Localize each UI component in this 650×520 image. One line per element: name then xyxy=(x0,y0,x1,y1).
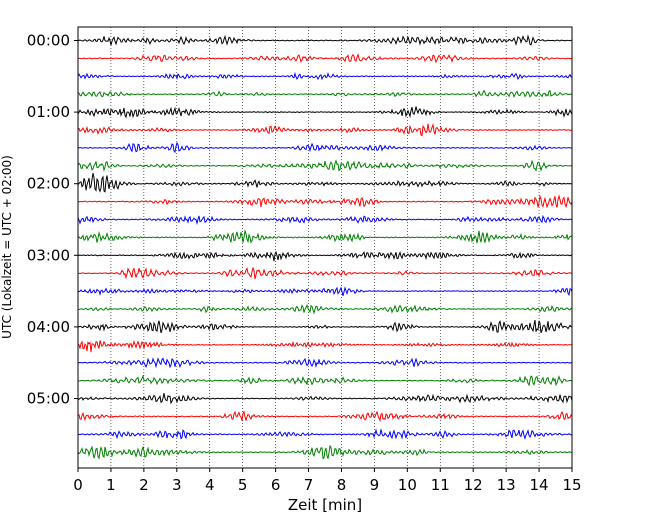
y-tick-label: 00:00 xyxy=(27,32,70,50)
y-tick-label: 03:00 xyxy=(27,246,70,264)
seismic-traces xyxy=(77,34,573,460)
seismic-trace xyxy=(77,428,573,440)
y-tick-label: 01:00 xyxy=(27,103,70,121)
seismic-trace xyxy=(77,122,573,137)
seismic-trace xyxy=(77,229,573,244)
x-tick-label: 0 xyxy=(73,476,83,494)
x-tick-label: 11 xyxy=(431,476,450,494)
seismic-trace xyxy=(77,410,573,423)
seismic-trace xyxy=(77,172,573,193)
x-tick-label: 1 xyxy=(106,476,116,494)
x-axis: 0 1 2 3 4 5 6 7 8 9 10 11 12 13 14 15 xyxy=(73,468,582,494)
x-tick-label: 14 xyxy=(530,476,549,494)
y-axis: 00:00 01:00 02:00 03:00 04:00 05:00 xyxy=(27,32,78,408)
x-axis-label: Zeit [min] xyxy=(288,496,362,514)
seismic-trace xyxy=(77,339,573,353)
x-tick-label: 10 xyxy=(398,476,417,494)
seismic-trace xyxy=(77,303,573,315)
seismic-trace xyxy=(77,89,573,99)
x-tick-label: 12 xyxy=(464,476,483,494)
x-tick-label: 15 xyxy=(562,476,581,494)
x-tick-label: 13 xyxy=(497,476,516,494)
x-tick-label: 2 xyxy=(139,476,149,494)
y-tick-label: 05:00 xyxy=(27,390,70,408)
y-tick-label: 04:00 xyxy=(27,318,70,336)
x-tick-label: 3 xyxy=(172,476,182,494)
x-tick-label: 5 xyxy=(238,476,248,494)
seismic-trace xyxy=(77,194,573,209)
x-tick-label: 9 xyxy=(370,476,380,494)
x-tick-label: 4 xyxy=(205,476,215,494)
seismic-trace xyxy=(77,250,573,262)
seismic-trace xyxy=(77,71,573,81)
x-tick-label: 6 xyxy=(271,476,281,494)
x-tick-label: 8 xyxy=(337,476,347,494)
seismic-trace xyxy=(77,444,573,460)
seismic-trace xyxy=(77,34,573,46)
seismic-trace xyxy=(77,392,573,405)
seismic-trace xyxy=(77,53,573,64)
seismic-trace xyxy=(77,141,573,154)
seismic-trace xyxy=(77,106,573,119)
plot-frame xyxy=(77,26,573,469)
seismic-trace xyxy=(77,319,573,334)
x-tick-label: 7 xyxy=(304,476,314,494)
seismic-trace xyxy=(77,266,573,280)
seismic-trace xyxy=(77,286,573,297)
y-axis-label: UTC (Lokalzeit = UTC + 02:00) xyxy=(0,155,14,339)
seismic-trace xyxy=(77,214,573,226)
seismic-trace xyxy=(77,159,573,173)
seismic-trace xyxy=(77,374,573,387)
y-tick-label: 02:00 xyxy=(27,175,70,193)
seismic-trace xyxy=(77,357,573,369)
